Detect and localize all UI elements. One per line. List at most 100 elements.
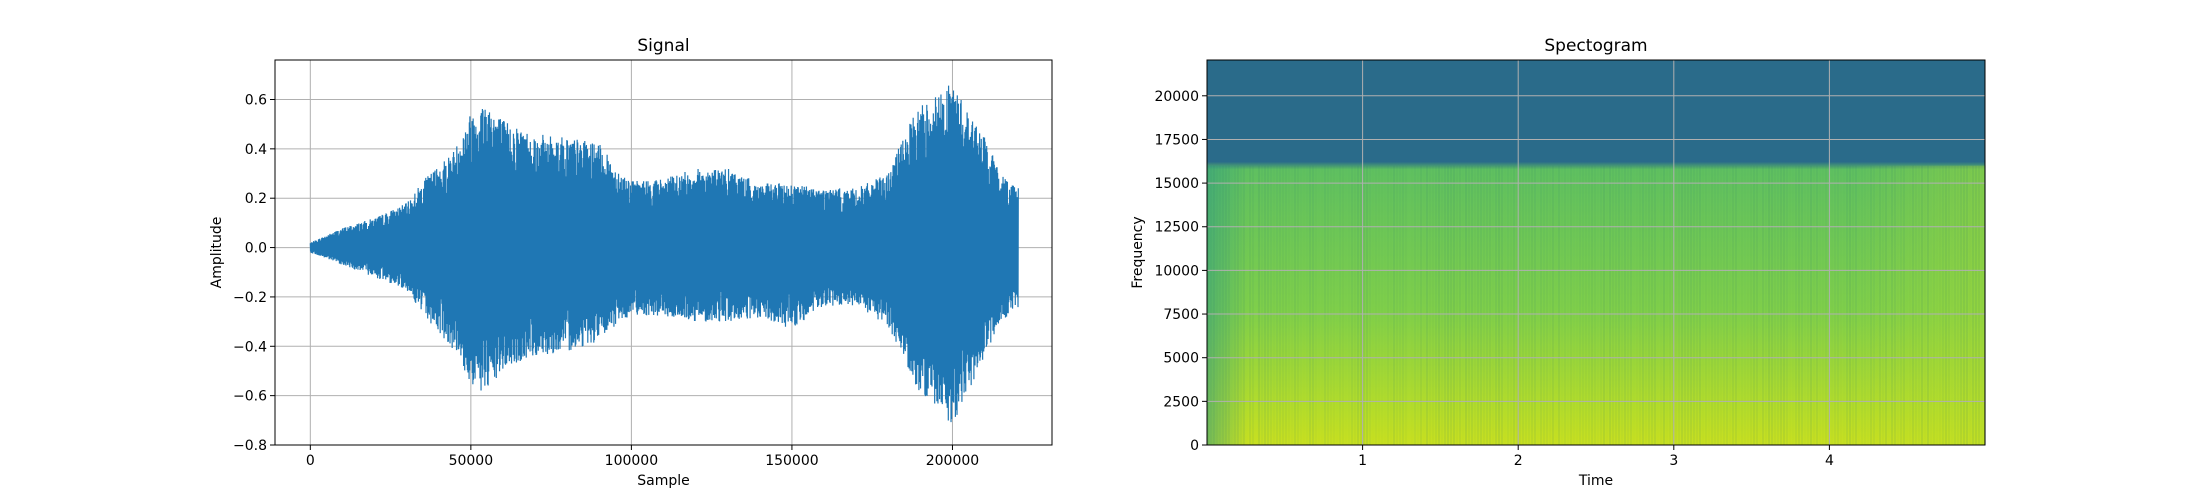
spectrogram-texture	[1798, 165, 1800, 445]
signal-y-tick-label: 0.6	[245, 92, 267, 108]
spectrogram-texture	[1711, 165, 1713, 445]
spectrogram-texture	[1426, 165, 1428, 445]
spectrogram-texture	[1297, 165, 1299, 445]
spectrogram-texture	[1603, 165, 1605, 445]
spectrogram-y-tick-label: 20000	[1154, 89, 1199, 105]
spectrogram-texture	[1240, 166, 1242, 445]
spectrogram-texture	[1792, 166, 1794, 445]
spectrogram-texture	[1639, 166, 1641, 445]
spectrogram-texture	[1543, 165, 1545, 445]
spectrogram-texture	[1633, 166, 1635, 445]
spectrogram-texture	[1894, 165, 1896, 445]
spectrogram-texture	[1858, 166, 1860, 445]
signal-y-axis: −0.8 −0.6 −0.4 −0.2 0.0 0.2 0.4 0.6	[233, 92, 275, 454]
spectrogram-texture	[1507, 165, 1509, 445]
spectrogram-texture	[1726, 165, 1728, 445]
spectrogram-texture	[1396, 166, 1398, 445]
spectrogram-texture	[1210, 166, 1212, 445]
spectrogram-texture	[1813, 166, 1815, 445]
spectrogram-texture	[1408, 166, 1410, 445]
spectrogram-texture	[1456, 166, 1458, 445]
spectrogram-texture	[1804, 166, 1806, 445]
spectrogram-y-tick-label: 15000	[1154, 176, 1199, 192]
signal-x-tick-label: 100000	[605, 453, 658, 469]
spectrogram-texture	[1222, 165, 1224, 445]
spectrogram-texture	[1879, 165, 1881, 445]
spectrogram-texture	[1681, 165, 1683, 445]
spectrogram-texture	[1933, 165, 1935, 445]
spectrogram-texture	[1972, 165, 1974, 445]
spectrogram-texture	[1735, 165, 1737, 445]
spectrogram-texture	[1483, 165, 1485, 445]
spectrogram-texture	[1366, 165, 1368, 445]
spectrogram-texture	[1537, 166, 1539, 445]
spectrogram-texture	[1588, 165, 1590, 445]
spectrogram-texture	[1951, 166, 1953, 445]
spectrogram-texture	[1288, 166, 1290, 445]
spectrogram-texture	[1831, 166, 1833, 445]
spectrogram-texture	[1501, 165, 1503, 445]
spectrogram-texture	[1525, 165, 1527, 445]
spectrogram-texture	[1546, 165, 1548, 445]
signal-y-tick-label: 0.2	[245, 191, 267, 207]
spectrogram-texture	[1843, 166, 1845, 445]
spectrogram-texture	[1801, 165, 1803, 445]
spectrogram-texture	[1225, 165, 1227, 445]
spectrogram-texture	[1471, 165, 1473, 445]
spectrogram-texture	[1384, 166, 1386, 445]
spectrogram-texture	[1213, 165, 1215, 445]
spectrogram-texture	[1387, 166, 1389, 445]
spectrogram-texture	[1696, 165, 1698, 445]
spectrogram-texture	[1756, 165, 1758, 445]
spectrogram-texture	[1462, 166, 1464, 445]
spectrogram-texture	[1339, 165, 1341, 445]
spectrogram-texture	[1459, 165, 1461, 445]
spectrogram-texture	[1423, 166, 1425, 445]
spectrogram-texture	[1975, 165, 1977, 445]
spectrogram-texture	[1411, 166, 1413, 445]
signal-x-axis-label: Sample	[637, 473, 690, 489]
spectrogram-x-axis-label: Time	[1578, 473, 1613, 489]
spectrogram-texture	[1729, 166, 1731, 445]
spectrogram-texture	[1747, 166, 1749, 445]
spectrogram-texture	[1333, 166, 1335, 445]
spectrogram-texture	[1273, 166, 1275, 445]
spectrogram-texture	[1663, 165, 1665, 445]
spectrogram-texture	[1231, 166, 1233, 445]
spectrogram-texture	[1390, 166, 1392, 445]
spectrogram-texture	[1438, 165, 1440, 445]
spectrogram-texture	[1363, 165, 1365, 445]
spectrogram-texture	[1420, 165, 1422, 445]
spectrogram-texture	[1534, 165, 1536, 445]
spectrogram-texture	[1660, 166, 1662, 445]
spectrogram-texture	[1786, 165, 1788, 445]
spectrogram-texture	[1219, 166, 1221, 445]
spectrogram-texture	[1372, 166, 1374, 445]
spectrogram-texture	[1774, 166, 1776, 445]
signal-x-tick-label: 50000	[449, 453, 494, 469]
spectrogram-texture	[1270, 165, 1272, 445]
spectrogram-texture	[1714, 165, 1716, 445]
spectrogram-texture	[1282, 165, 1284, 445]
spectrogram-chart: Spectogram 1 2 3 4 0 2500 5000 7500 10000 12500 1…	[1130, 36, 1986, 489]
spectrogram-y-tick-label: 5000	[1163, 351, 1199, 367]
spectrogram-plot-frame	[1206, 59, 1986, 446]
spectrogram-texture	[1876, 166, 1878, 445]
spectrogram-texture	[1393, 165, 1395, 445]
spectrogram-texture	[1360, 165, 1362, 445]
spectrogram-texture	[1579, 165, 1581, 445]
spectrogram-texture	[1606, 166, 1608, 445]
spectrogram-texture	[1810, 165, 1812, 445]
spectrogram-texture	[1294, 165, 1296, 445]
spectrogram-texture	[1258, 165, 1260, 445]
spectrogram-texture	[1654, 165, 1656, 445]
spectrogram-texture	[1888, 166, 1890, 445]
spectrogram-texture	[1318, 166, 1320, 445]
spectrogram-texture	[1615, 165, 1617, 445]
spectrogram-texture	[1939, 166, 1941, 445]
spectrogram-texture	[1627, 165, 1629, 445]
spectrogram-texture	[1381, 166, 1383, 445]
spectrogram-grid	[1207, 60, 1985, 446]
signal-plot-frame	[274, 59, 1053, 446]
spectrogram-texture	[1906, 166, 1908, 445]
